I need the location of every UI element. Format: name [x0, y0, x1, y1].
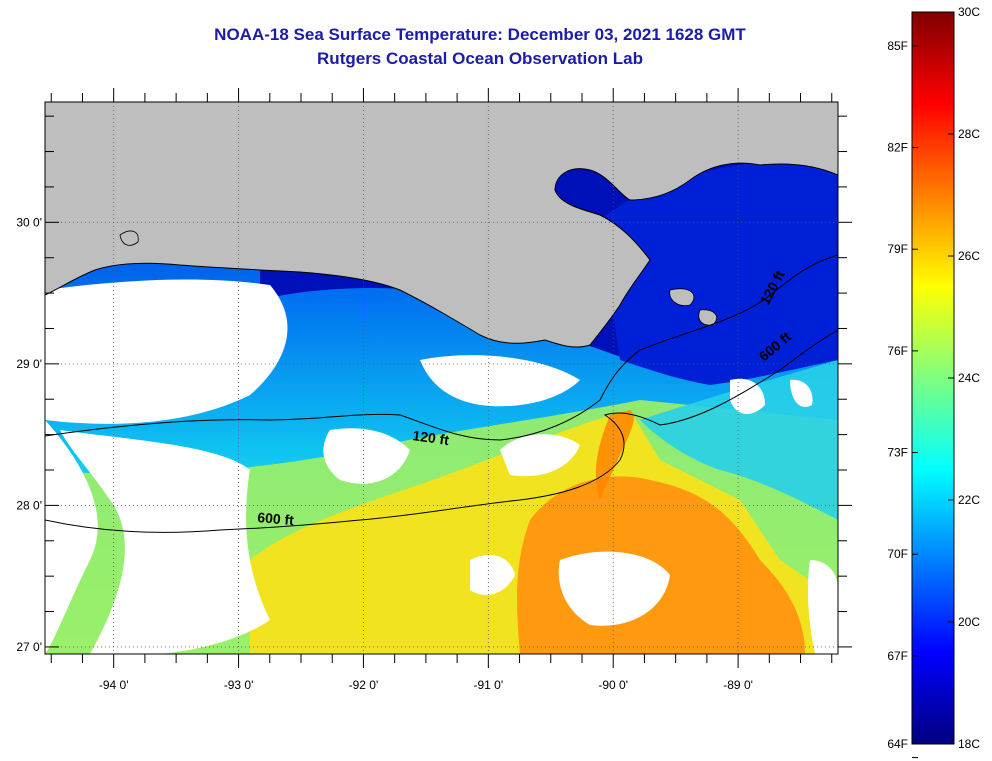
colorbar-f-label: 73F: [887, 446, 908, 460]
map-subtitle: Rutgers Coastal Ocean Observation Lab: [317, 49, 643, 68]
graticule: [45, 102, 838, 654]
lon-tick-label: -91 0': [474, 678, 504, 692]
colorbar-f-label: 70F: [887, 547, 908, 561]
cloud-mask: [45, 279, 838, 654]
colorbar-c-label: 30C: [958, 5, 980, 19]
sst-cyan-east: [640, 360, 838, 520]
colorbar-c-label: 24C: [958, 371, 980, 385]
map-title: NOAA-18 Sea Surface Temperature: Decembe…: [214, 25, 746, 44]
colorbar-f-label: 64F: [887, 737, 908, 751]
colorbar: 30C 28C 26C 24C 22C 20C 18C 85F 82F 79F 76F 73F 70F 6…: [887, 5, 980, 759]
colorbar-c-label: 18C: [958, 737, 980, 751]
lat-tick-label: 30 0': [16, 215, 42, 229]
colorbar-f-label: 76F: [887, 344, 908, 358]
contour-label-120ft-west: 120 ft: [412, 427, 451, 448]
lon-tick-label: -94 0': [99, 678, 129, 692]
colorbar-c-label: 26C: [958, 249, 980, 263]
island-group: [119, 230, 717, 326]
lat-tick-label: 29 0': [16, 357, 42, 371]
axis-ticks: -94 0' -93 0' -92 0' -91 0' -90 0' -89 0' 30 0…: [16, 88, 852, 692]
lon-tick-label: -90 0': [598, 678, 628, 692]
map-frame: [44, 101, 839, 655]
lat-tick-label: 28 0': [16, 498, 42, 512]
colorbar-scale: [911, 11, 955, 745]
colorbar-f-label: 79F: [887, 242, 908, 256]
colorbar-c-label: 20C: [958, 615, 980, 629]
lon-tick-label: -93 0': [224, 678, 254, 692]
sst-cold-east: [600, 160, 838, 385]
colorbar-c-label: 28C: [958, 127, 980, 141]
map-plot-area: 120 ft 600 ft 120 ft 600 ft: [45, 102, 838, 654]
colorbar-f-label: 82F: [887, 141, 908, 155]
colorbar-labels: 30C 28C 26C 24C 22C 20C 18C 85F 82F 79F 76F 73F 70F 6…: [887, 5, 980, 759]
contour-label-600ft-west: 600 ft: [257, 509, 295, 528]
contour-120ft: [45, 254, 838, 441]
colorbar-f-label: 67F: [887, 649, 908, 663]
colorbar-c-label: 22C: [958, 493, 980, 507]
sst-warm-core-inner: [595, 410, 634, 500]
contour-600ft: [45, 329, 838, 533]
bathymetry-contours: [45, 254, 838, 533]
lat-tick-label: 27 0': [16, 640, 42, 654]
colorbar-f-label: 85F: [887, 39, 908, 53]
land-mass: [45, 102, 838, 348]
lon-tick-label: -92 0': [349, 678, 379, 692]
lon-tick-label: -89 0': [723, 678, 753, 692]
